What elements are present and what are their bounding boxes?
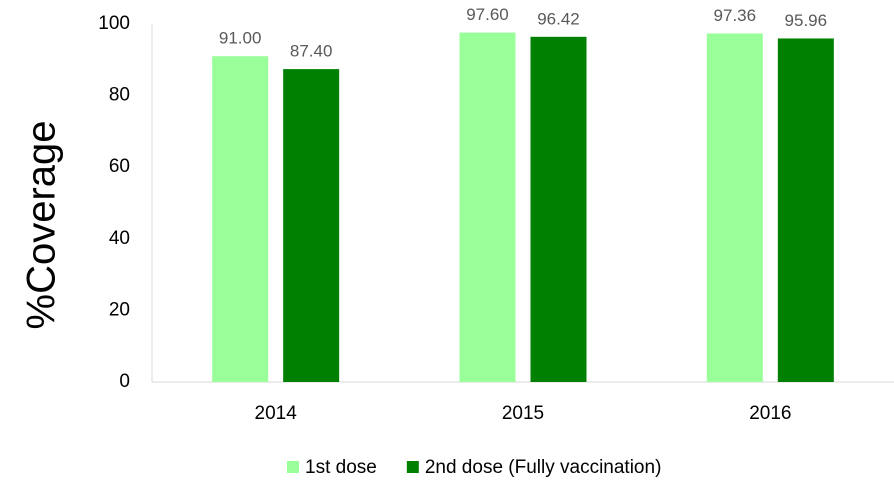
value-label: 87.40 xyxy=(290,42,333,61)
value-label: 96.42 xyxy=(537,9,580,28)
x-tick-label: 2015 xyxy=(502,403,544,424)
x-tick-label: 2014 xyxy=(255,403,298,424)
bar xyxy=(459,32,516,382)
x-tick-label: 2016 xyxy=(749,403,791,424)
value-label: 97.36 xyxy=(714,6,757,25)
legend-swatch xyxy=(406,461,419,473)
bar xyxy=(706,33,763,382)
y-tick-label: 100 xyxy=(98,13,130,34)
bar xyxy=(212,56,269,382)
y-tick-label: 40 xyxy=(109,228,130,249)
legend-label: 2nd dose (Fully vaccination) xyxy=(425,457,662,478)
y-tick-label: 0 xyxy=(119,371,130,392)
bar xyxy=(530,36,587,382)
bar xyxy=(283,69,340,382)
value-label: 91.00 xyxy=(219,29,262,48)
y-tick-label: 20 xyxy=(109,299,130,320)
value-label: 95.96 xyxy=(785,11,828,30)
y-tick-label: 60 xyxy=(109,156,130,177)
y-axis-title: %Coverage xyxy=(20,120,64,329)
value-label: 97.60 xyxy=(466,5,509,24)
y-tick-label: 80 xyxy=(109,85,130,106)
bar xyxy=(777,38,834,383)
legend-swatch xyxy=(287,461,299,473)
legend-label: 1st dose xyxy=(305,457,377,478)
